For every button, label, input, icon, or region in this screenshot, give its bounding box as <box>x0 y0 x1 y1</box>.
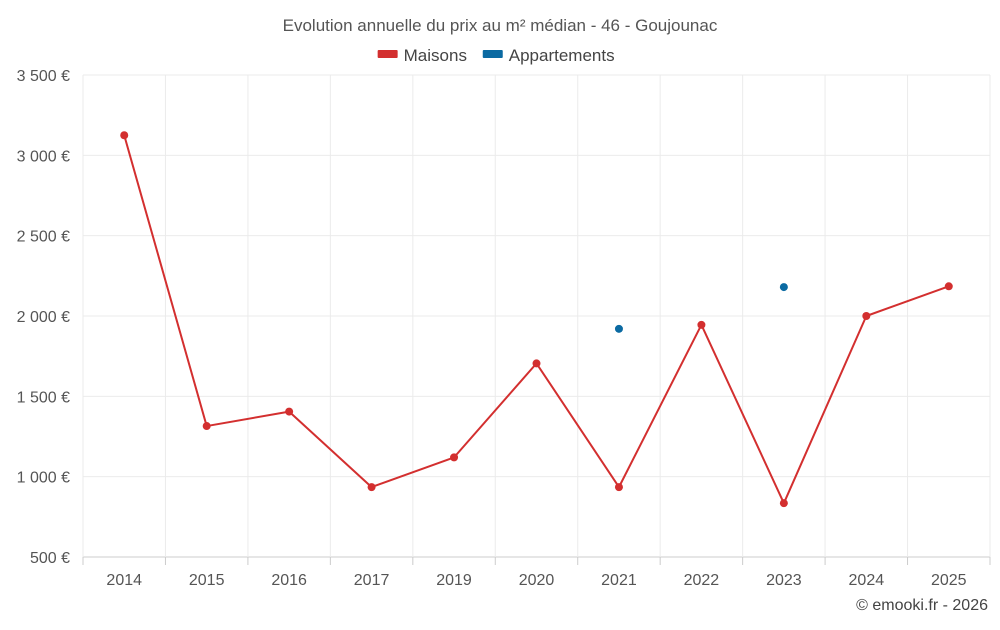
data-point-maisons <box>285 407 294 416</box>
x-axis: 2014 2015 2016 2017 2019 2020 2021 2022 2023 2024… <box>82 557 991 589</box>
grid-lines <box>82 74 991 558</box>
chart-title: Evolution annuelle du prix au m² médian … <box>283 16 718 35</box>
legend-label-maisons: Maisons <box>404 46 467 65</box>
footer-credit: © emooki.fr - 2026 <box>856 597 988 614</box>
data-point-maisons <box>202 422 211 431</box>
x-tick-label: 2017 <box>354 572 390 589</box>
x-tick-label: 2022 <box>684 572 720 589</box>
legend-swatch-appartements <box>482 50 503 58</box>
legend-item-appartements: Appartements <box>482 46 615 65</box>
x-tick-label: 2021 <box>601 572 637 589</box>
y-tick-label: 2 500 € <box>17 229 70 246</box>
legend: Maisons Appartements <box>377 46 615 65</box>
y-tick-label: 1 000 € <box>17 470 70 487</box>
y-tick-label: 3 500 € <box>17 68 70 85</box>
y-tick-label: 1 500 € <box>17 389 70 406</box>
y-tick-label: 500 € <box>30 550 70 567</box>
legend-swatch-maisons <box>377 50 398 58</box>
data-point-maisons <box>862 312 871 320</box>
data-point-maisons <box>944 282 953 291</box>
data-point-maisons <box>697 320 706 329</box>
x-tick-label: 2014 <box>106 572 142 589</box>
x-tick-label: 2016 <box>271 572 307 589</box>
data-point-appartements <box>779 283 788 292</box>
x-tick-label: 2024 <box>849 572 885 589</box>
data-point-maisons <box>450 453 459 462</box>
x-tick-label: 2019 <box>436 572 472 589</box>
data-point-maisons <box>367 483 376 492</box>
data-point-maisons <box>120 131 129 140</box>
y-tick-label: 2 000 € <box>17 309 70 326</box>
data-point-maisons <box>779 499 788 508</box>
y-tick-label: 3 000 € <box>17 148 70 165</box>
x-tick-label: 2023 <box>766 572 802 589</box>
x-tick-label: 2020 <box>519 572 555 589</box>
y-axis: 500 € 1 000 € 1 500 € 2 000 € 2 500 € 3 000 €… <box>17 68 70 567</box>
data-point-appartements <box>614 324 623 333</box>
x-tick-label: 2025 <box>931 572 967 589</box>
data-point-maisons <box>532 359 541 368</box>
data-point-maisons <box>614 483 623 492</box>
x-tick-label: 2015 <box>189 572 225 589</box>
legend-item-maisons: Maisons <box>377 46 467 65</box>
legend-label-appartements: Appartements <box>509 46 615 65</box>
legend-items: Maisons Appartements <box>377 46 615 65</box>
series-layer <box>120 131 953 508</box>
